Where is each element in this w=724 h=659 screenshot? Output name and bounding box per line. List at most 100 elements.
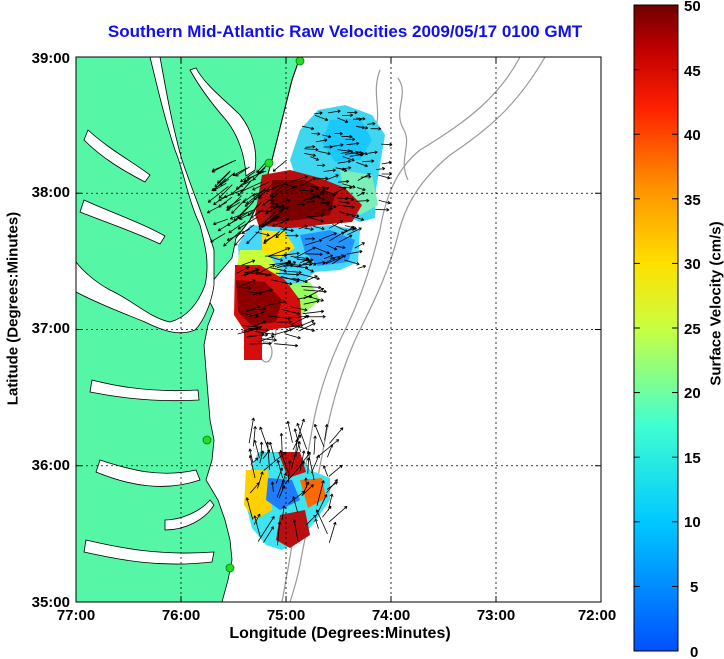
- velocity-arrow: [346, 249, 363, 255]
- velocity-patch: [244, 470, 272, 520]
- velocity-arrow: [305, 145, 316, 149]
- velocity-arrow: [227, 195, 242, 211]
- radar-station: [295, 57, 305, 66]
- velocity-arrow: [323, 254, 334, 260]
- velocity-arrow: [334, 131, 343, 136]
- velocity-arrow: [352, 117, 362, 122]
- velocity-arrow: [281, 251, 300, 256]
- velocity-arrow: [271, 279, 293, 286]
- velocity-arrow: [321, 232, 337, 240]
- y-tick-label: 36:00: [32, 457, 70, 474]
- colorbar-tick-label: 50: [684, 0, 701, 15]
- velocity-arrow: [245, 497, 254, 520]
- velocity-arrow: [299, 451, 311, 466]
- velocity-arrow: [331, 186, 347, 195]
- velocity-arrow: [263, 300, 286, 307]
- velocity-arrow: [303, 287, 325, 300]
- velocity-arrow: [304, 237, 316, 241]
- velocity-arrow: [296, 422, 308, 450]
- velocity-arrow: [223, 230, 241, 247]
- x-tick-label: 76:00: [162, 607, 200, 624]
- velocity-arrow: [257, 209, 270, 214]
- velocity-arrow: [287, 460, 292, 483]
- radar-station: [264, 158, 274, 168]
- velocity-arrow: [254, 331, 275, 336]
- velocity-arrow: [232, 167, 248, 176]
- velocity-arrow: [304, 514, 317, 527]
- velocity-arrow: [277, 320, 293, 324]
- velocity-arrow: [241, 224, 255, 234]
- velocity-arrow: [258, 183, 273, 200]
- colorbar-tick-label: 0: [690, 644, 698, 659]
- velocity-arrow: [264, 198, 275, 203]
- velocity-arrow: [322, 134, 332, 139]
- velocity-arrow: [310, 156, 320, 161]
- x-tick-label: 74:00: [372, 607, 410, 624]
- velocity-arrow: [272, 159, 287, 172]
- velocity-arrow: [257, 516, 275, 542]
- y-tick-label: 38:00: [32, 184, 70, 201]
- x-axis-label: Longitude (Degrees:Minutes): [229, 625, 451, 642]
- velocity-arrow: [346, 213, 360, 218]
- velocity-arrow: [319, 187, 329, 194]
- velocity-arrow: [211, 160, 234, 173]
- velocity-arrow: [262, 190, 282, 206]
- velocity-arrow: [304, 239, 323, 246]
- velocity-arrow: [237, 181, 252, 197]
- velocity-arrow: [231, 198, 247, 214]
- velocity-arrow: [280, 228, 294, 233]
- velocity-arrow: [316, 163, 326, 168]
- velocity-arrow: [212, 218, 228, 226]
- velocity-arrow: [316, 480, 325, 506]
- radar-station: [202, 435, 212, 445]
- velocity-arrow: [281, 479, 286, 490]
- velocity-arrow: [263, 526, 274, 543]
- velocity-arrow: [322, 207, 333, 211]
- velocity-arrow: [267, 255, 284, 262]
- velocity-arrow: [236, 266, 250, 274]
- velocity-arrow: [298, 273, 320, 281]
- velocity-arrow: [345, 196, 355, 201]
- velocity-arrow: [248, 417, 255, 444]
- velocity-arrow: [337, 117, 349, 123]
- radar-station: [225, 563, 235, 573]
- velocity-arrow: [249, 341, 272, 346]
- velocity-arrow: [279, 432, 284, 454]
- y-tick-label: 37:00: [32, 320, 70, 337]
- velocity-arrow: [357, 265, 367, 269]
- velocity-arrow: [294, 246, 316, 259]
- velocity-arrow: [304, 152, 316, 157]
- grid-lines: [76, 57, 601, 602]
- radar-stations: [202, 57, 305, 573]
- velocity-arrow: [241, 259, 256, 266]
- velocity-arrow: [266, 182, 287, 192]
- velocity-arrow: [270, 267, 287, 273]
- velocity-arrow: [344, 259, 360, 266]
- velocity-arrow: [214, 171, 230, 188]
- velocity-arrow: [246, 230, 260, 245]
- velocity-arrow: [237, 216, 259, 230]
- velocity-arrow: [341, 226, 355, 235]
- velocity-arrow: [240, 171, 256, 183]
- velocity-arrow: [351, 215, 365, 221]
- velocity-arrow: [367, 122, 376, 126]
- velocity-arrow: [246, 305, 261, 313]
- velocity-arrow: [356, 162, 368, 168]
- velocity-arrow: [244, 192, 266, 207]
- velocity-arrow: [234, 234, 245, 246]
- colorbar-tick-label: 5: [690, 579, 698, 596]
- velocity-arrow: [329, 427, 344, 444]
- velocity-arrow: [326, 479, 338, 494]
- velocity-arrow: [259, 441, 264, 457]
- velocity-arrow: [284, 323, 304, 329]
- velocity-arrow: [357, 191, 365, 197]
- x-tick-labels: 77:00 76:00 75:00 74:00 73:00 72:00: [57, 607, 616, 624]
- velocity-arrow: [218, 184, 233, 199]
- velocity-arrow: [291, 306, 308, 312]
- colorbar-tick-label: 35: [684, 192, 701, 209]
- velocity-arrow: [275, 272, 300, 277]
- velocity-arrow: [315, 439, 340, 459]
- velocity-arrow: [296, 202, 306, 207]
- velocity-arrow: [346, 141, 360, 146]
- velocity-arrow: [253, 513, 261, 525]
